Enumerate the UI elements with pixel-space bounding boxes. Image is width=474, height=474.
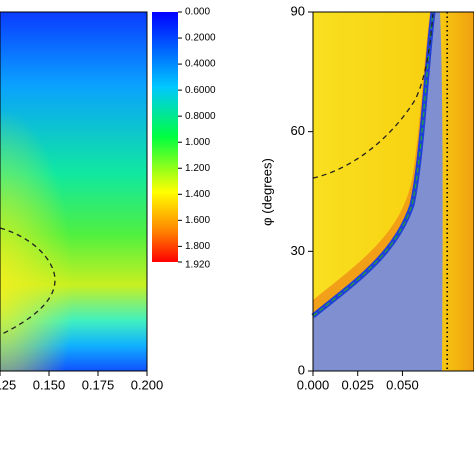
colorbar-tick-label: 1.920 bbox=[185, 260, 210, 271]
y-tick-label: 60 bbox=[291, 123, 305, 138]
colorbar-tick-label: 0.8000 bbox=[185, 111, 216, 122]
colorbar-tick-label: 0.000 bbox=[185, 7, 210, 18]
x-tick-label: 0.125 bbox=[0, 377, 16, 392]
colorbar: 0.000 0.2000 0.4000 0.6000 0.8000 1.000 1.200 1… bbox=[152, 7, 216, 271]
colorbar-tick-label: 1.200 bbox=[185, 163, 210, 174]
colorbar-tick-label: 0.2000 bbox=[185, 33, 216, 44]
y-tick-label: 0 bbox=[298, 362, 305, 377]
x-tick-label: 0.050 bbox=[386, 377, 419, 392]
colorbar-tick-label: 1.600 bbox=[185, 215, 210, 226]
x-tick-label: 0.175 bbox=[82, 377, 115, 392]
x-tick-label: 0.000 bbox=[297, 377, 330, 392]
colorbar-tick-label: 1.400 bbox=[185, 189, 210, 200]
plot-frame bbox=[0, 11, 148, 372]
y-tick-label: 30 bbox=[291, 243, 305, 258]
heatmap-region bbox=[313, 12, 443, 371]
plot-frame bbox=[312, 11, 474, 372]
colorbar-tick-label: 1.000 bbox=[185, 137, 210, 148]
contour-dashed bbox=[0, 227, 56, 336]
y-tick-label: 90 bbox=[291, 3, 305, 18]
left-panel: 0.125 0.150 0.175 0.200 bbox=[0, 11, 164, 392]
y-axis-label: φ (degrees) bbox=[259, 158, 274, 226]
colorbar-tick-label: 1.800 bbox=[185, 241, 210, 252]
colorbar-gradient bbox=[152, 12, 178, 262]
boundary-dashed bbox=[312, 11, 434, 317]
right-panel: φ (degrees) 0.000 0.025 0.050 0 30 60 90 bbox=[259, 3, 474, 392]
colorbar-tick-label: 0.4000 bbox=[185, 59, 216, 70]
x-tick-label: 0.200 bbox=[131, 377, 164, 392]
heatmap-highlight bbox=[0, 12, 147, 371]
x-tick-label: 0.025 bbox=[341, 377, 374, 392]
colorbar-tick-label: 0.6000 bbox=[185, 85, 216, 96]
x-tick-label: 0.150 bbox=[33, 377, 66, 392]
